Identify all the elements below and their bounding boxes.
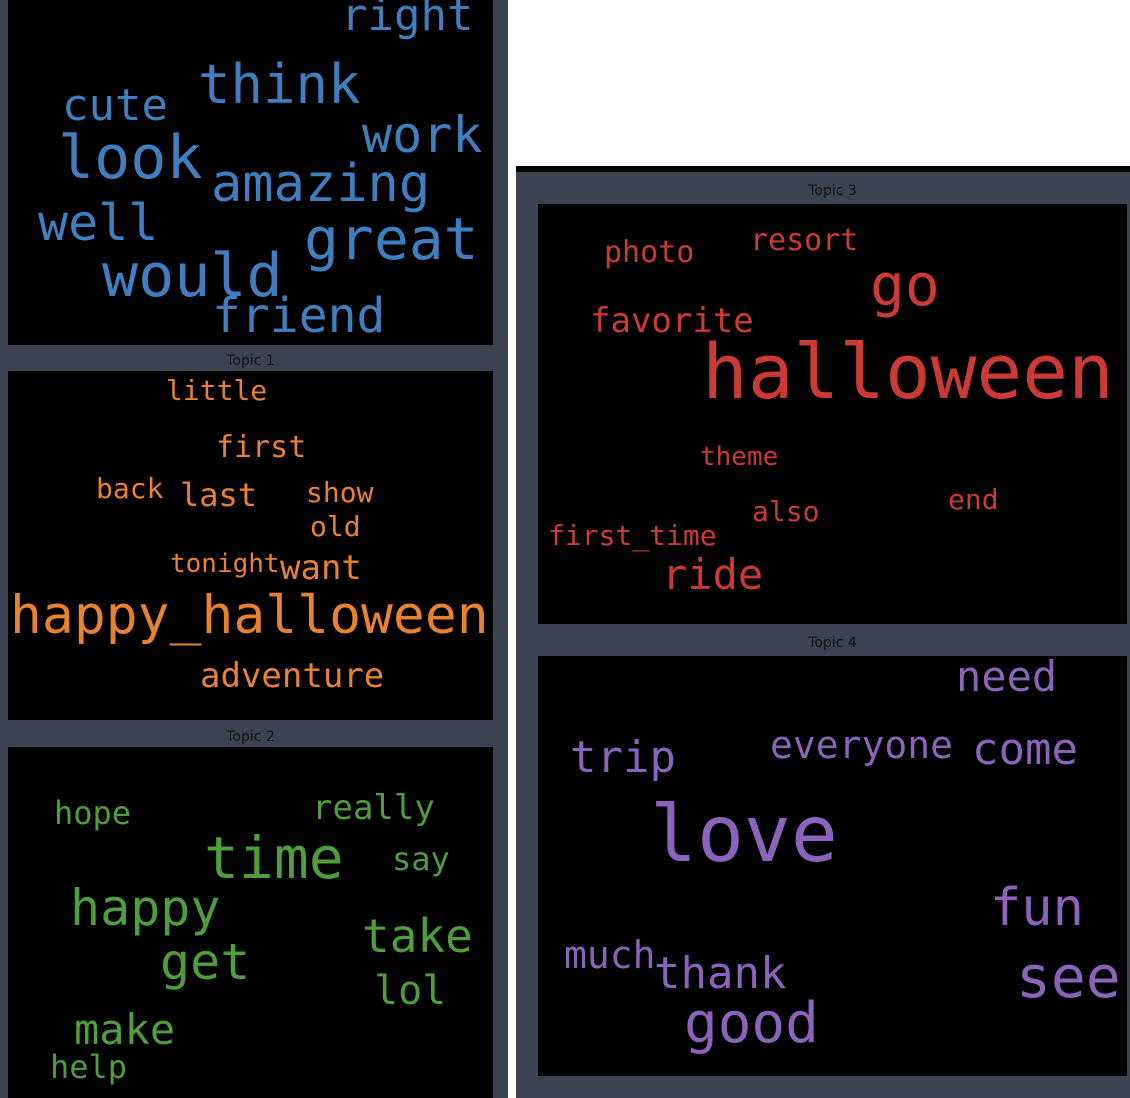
topic-3-title: Topic 3 xyxy=(808,183,857,199)
wordcloud-topic-3: photo resort go favorite halloween theme… xyxy=(538,204,1127,624)
word-work: work xyxy=(362,106,483,164)
word-first-time: first_time xyxy=(548,519,717,552)
word-would: would xyxy=(102,241,283,311)
word-make: make xyxy=(74,1005,176,1054)
word-come: come xyxy=(972,724,1078,775)
word-favorite: favorite xyxy=(590,301,754,341)
wordcloud-topic-4: need trip everyone come love fun much th… xyxy=(538,656,1127,1076)
word-amazing: amazing xyxy=(211,154,431,214)
word-first: first xyxy=(216,430,307,465)
word-right: right xyxy=(341,0,474,41)
word-everyone: everyone xyxy=(770,723,954,767)
word-trip: trip xyxy=(570,732,676,783)
word-think: think xyxy=(198,53,361,116)
word-really: really xyxy=(312,788,435,828)
topic-4-title: Topic 4 xyxy=(808,635,857,651)
word-love: love xyxy=(650,790,838,880)
word-ride: ride xyxy=(662,550,764,599)
word-happy: happy xyxy=(70,879,221,937)
word-theme: theme xyxy=(700,442,779,472)
word-hope: hope xyxy=(54,794,132,832)
word-halloween: halloween xyxy=(702,327,1114,416)
word-say: say xyxy=(392,840,450,878)
word-little: little xyxy=(166,374,268,407)
word-old: old xyxy=(310,510,361,543)
word-great: great xyxy=(304,205,479,273)
word-tonight: tonight xyxy=(170,549,280,579)
right-column-top-edge xyxy=(516,166,1130,172)
wordcloud-topic-0: right think cute work look amazing well … xyxy=(8,0,493,345)
wordcloud-topic-2: hope really time say happy take get lol … xyxy=(8,747,493,1098)
word-friend: friend xyxy=(212,288,386,344)
word-happy-halloween: happy_halloween xyxy=(10,585,489,646)
word-help: help xyxy=(50,1048,128,1086)
word-well: well xyxy=(38,194,159,252)
word-show: show xyxy=(306,476,374,509)
word-time: time xyxy=(204,824,344,892)
word-resort: resort xyxy=(750,223,859,258)
word-back: back xyxy=(96,472,164,505)
word-adventure: adventure xyxy=(200,656,385,696)
word-lol: lol xyxy=(374,968,447,1014)
wordcloud-topic-1: little first back last show old tonight … xyxy=(8,371,493,720)
word-thank: thank xyxy=(654,948,787,999)
word-last: last xyxy=(180,476,258,514)
word-also: also xyxy=(752,495,820,528)
word-need: need xyxy=(956,656,1058,701)
word-much: much xyxy=(564,933,656,977)
topic-2-title: Topic 2 xyxy=(226,729,275,745)
word-photo: photo xyxy=(604,235,695,270)
word-fun: fun xyxy=(990,878,1084,938)
topic-1-title: Topic 1 xyxy=(226,353,275,369)
word-look: look xyxy=(58,123,203,193)
word-take: take xyxy=(362,909,473,963)
word-get: get xyxy=(160,933,251,991)
word-want: want xyxy=(280,548,362,588)
word-go: go xyxy=(870,251,940,319)
word-end: end xyxy=(948,483,999,516)
word-cute: cute xyxy=(62,80,168,131)
word-good: good xyxy=(684,991,819,1056)
word-see: see xyxy=(1016,943,1121,1011)
